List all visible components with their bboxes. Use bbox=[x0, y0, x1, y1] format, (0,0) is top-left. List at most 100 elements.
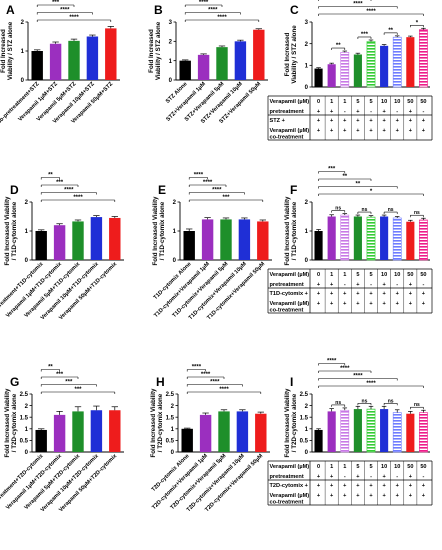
significance-label: **** bbox=[199, 0, 209, 6]
table-cell: + bbox=[369, 128, 373, 134]
table-cell: + bbox=[396, 118, 400, 124]
significance-label: **** bbox=[201, 372, 211, 378]
bar bbox=[216, 47, 228, 80]
table-cell: + bbox=[409, 109, 413, 115]
y-tick-label: 0 bbox=[25, 258, 29, 264]
significance-label: **** bbox=[212, 188, 222, 194]
table-cell: - bbox=[396, 109, 398, 115]
significance-label: *** bbox=[222, 195, 230, 201]
table-row-label: Verapamil (µM) bbox=[270, 272, 310, 278]
table-cell: + bbox=[409, 118, 413, 124]
bar bbox=[380, 216, 389, 260]
bar bbox=[419, 412, 428, 453]
significance-label: *** bbox=[52, 0, 60, 6]
panel-label: G bbox=[10, 375, 19, 389]
table-cell: + bbox=[356, 109, 360, 115]
y-tick-label: 1 bbox=[171, 427, 175, 433]
bar bbox=[392, 217, 402, 261]
y-tick-label: 3 bbox=[305, 20, 309, 26]
table-cell: + bbox=[409, 474, 413, 480]
table-cell: + bbox=[369, 301, 373, 307]
bar bbox=[353, 54, 362, 87]
bar bbox=[72, 221, 84, 260]
bar bbox=[366, 41, 376, 88]
y-tick-label: 2.5 bbox=[166, 392, 175, 398]
table-cell: + bbox=[369, 118, 373, 124]
y-tick-label: 0 bbox=[21, 78, 25, 84]
y-tick-label: 0 bbox=[305, 258, 309, 264]
table-cell: + bbox=[382, 128, 386, 134]
bar bbox=[31, 51, 43, 80]
y-tick-label: 0 bbox=[173, 258, 177, 264]
significance-label: ** bbox=[48, 365, 53, 371]
bar bbox=[419, 219, 428, 261]
significance-label: *** bbox=[65, 380, 73, 386]
significance-label: **** bbox=[64, 188, 74, 194]
bar bbox=[105, 28, 117, 81]
y-tick-label: 2 bbox=[169, 40, 173, 46]
table-cell: 10 bbox=[394, 99, 400, 105]
significance-label: **** bbox=[217, 15, 227, 21]
table-cell: + bbox=[409, 128, 413, 134]
table-cell: - bbox=[344, 282, 346, 288]
bar bbox=[72, 411, 84, 452]
table-cell: + bbox=[382, 282, 386, 288]
bar bbox=[86, 36, 99, 80]
table-cell: + bbox=[409, 291, 413, 297]
y-axis-label: Fold Increased Viability/ T2D-cytomix al… bbox=[4, 388, 18, 458]
significance-label: **** bbox=[366, 381, 376, 387]
table-cell: + bbox=[343, 291, 347, 297]
table-cell: 1 bbox=[343, 464, 346, 470]
table-cell: + bbox=[330, 483, 334, 489]
y-tick-label: 0.5 bbox=[300, 439, 309, 445]
table-cell: 1 bbox=[330, 464, 333, 470]
table-cell: 5 bbox=[356, 464, 359, 470]
table-cell: + bbox=[317, 474, 321, 480]
table-cell: + bbox=[330, 291, 334, 297]
significance-label: ** bbox=[342, 174, 347, 180]
table-row-label: pretreatment bbox=[270, 474, 304, 480]
table-row-label: Verapamil (µM) bbox=[270, 301, 310, 307]
table-cell: + bbox=[382, 483, 386, 489]
table-cell: + bbox=[317, 282, 321, 288]
y-tick-label: 2 bbox=[305, 404, 309, 410]
table-cell: - bbox=[370, 109, 372, 115]
y-tick-label: 1.5 bbox=[300, 415, 309, 421]
table-cell: 0 bbox=[317, 99, 320, 105]
table-cell: - bbox=[344, 109, 346, 115]
table-cell: + bbox=[396, 291, 400, 297]
significance-label: * bbox=[416, 20, 419, 26]
table-cell: + bbox=[356, 282, 360, 288]
table-cell: 50 bbox=[407, 272, 413, 278]
y-tick-label: 0 bbox=[305, 85, 309, 91]
table-cell: 5 bbox=[356, 99, 359, 105]
bar bbox=[340, 52, 350, 88]
significance-label: **** bbox=[60, 8, 70, 14]
bar bbox=[109, 410, 121, 452]
panel-label: I bbox=[290, 375, 293, 389]
table-cell: 50 bbox=[407, 99, 413, 105]
table-cell: + bbox=[356, 301, 360, 307]
significance-label: ns bbox=[388, 207, 394, 213]
table-cell: 0 bbox=[317, 272, 320, 278]
table-cell: + bbox=[422, 483, 426, 489]
table-cell: + bbox=[330, 128, 334, 134]
bar bbox=[327, 64, 336, 87]
significance-label: **** bbox=[210, 380, 220, 386]
panel-label: C bbox=[290, 3, 299, 17]
table-cell: + bbox=[317, 291, 321, 297]
significance-label: ns bbox=[414, 402, 420, 408]
y-tick-label: 2.5 bbox=[300, 392, 309, 398]
table-cell: + bbox=[343, 301, 347, 307]
table-cell: - bbox=[370, 282, 372, 288]
y-tick-label: 1 bbox=[25, 229, 29, 235]
panel-label: E bbox=[158, 183, 166, 197]
table-cell: + bbox=[330, 474, 334, 480]
bar bbox=[340, 409, 350, 453]
bar bbox=[234, 41, 247, 80]
bar bbox=[406, 221, 415, 260]
